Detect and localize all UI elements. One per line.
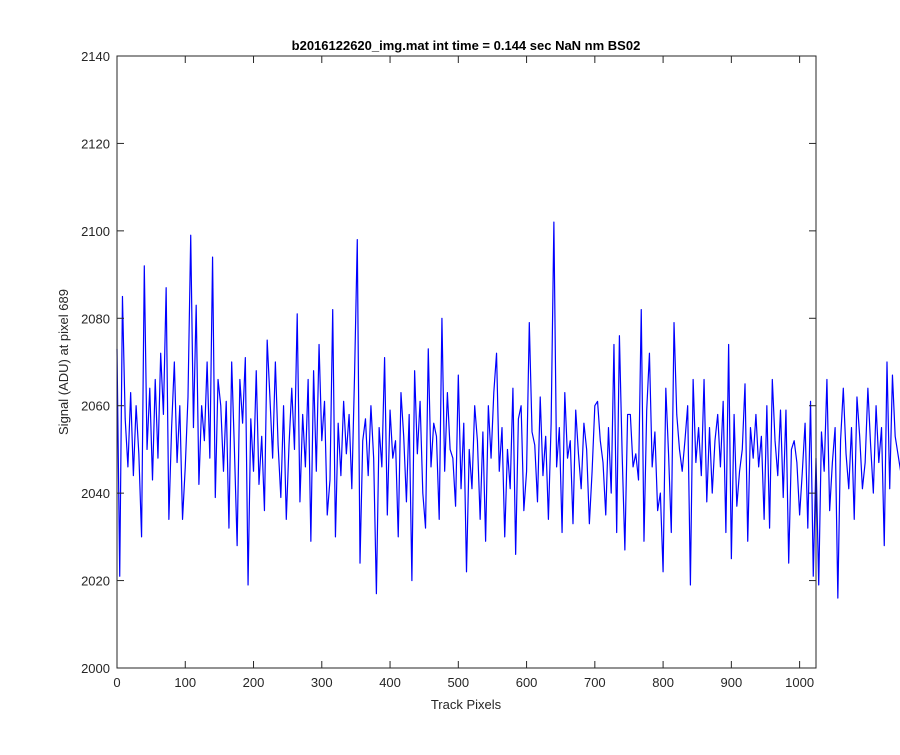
- tick-layer: 0 100 200 300 400 500 600 700 800 900 1000 2000 2020…: [81, 49, 816, 690]
- x-tick-label: 200: [243, 675, 265, 690]
- x-tick-label: 700: [584, 675, 606, 690]
- data-layer: [116, 221, 900, 599]
- x-tick-label: 600: [516, 675, 538, 690]
- axes-box: [116, 55, 817, 669]
- y-axis-label: Signal (ADU) at pixel 689: [56, 289, 71, 435]
- series-line-0: [116, 221, 900, 599]
- x-tick-label: 800: [652, 675, 674, 690]
- x-tick-label: 300: [311, 675, 333, 690]
- x-axis-label: Track Pixels: [431, 697, 502, 712]
- y-tick-label: 2040: [81, 486, 110, 501]
- y-tick-label: 2140: [81, 49, 110, 64]
- y-tick-label: 2080: [81, 311, 110, 326]
- y-tick-label: 2060: [81, 399, 110, 414]
- x-tick-label: 0: [113, 675, 120, 690]
- x-tick-label: 900: [721, 675, 743, 690]
- y-tick-label: 2100: [81, 224, 110, 239]
- y-tick-label: 2020: [81, 574, 110, 589]
- x-tick-label: 100: [174, 675, 196, 690]
- x-tick-label: 500: [447, 675, 469, 690]
- chart-title: b2016122620_img.mat int time = 0.144 sec…: [292, 38, 641, 53]
- y-tick-label: 2120: [81, 136, 110, 151]
- x-tick-label: 400: [379, 675, 401, 690]
- y-tick-label: 2000: [81, 661, 110, 676]
- plot-area: [117, 56, 816, 668]
- x-tick-label: 1000: [785, 675, 814, 690]
